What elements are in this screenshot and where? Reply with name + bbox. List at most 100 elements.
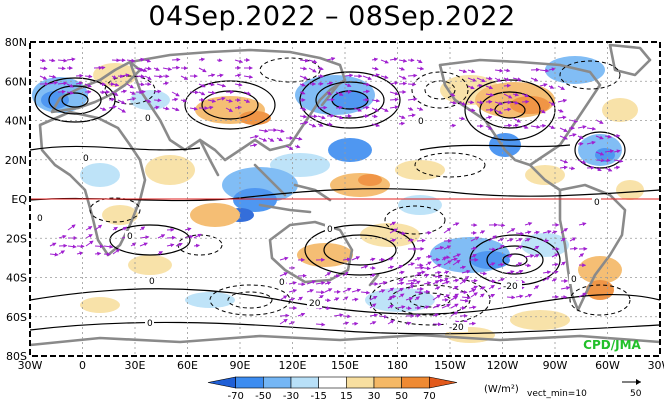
unit-label: (W/m²)	[484, 384, 519, 395]
wave-vector	[524, 254, 535, 258]
wave-vector	[84, 83, 92, 88]
wave-vector	[560, 237, 566, 242]
wave-vector	[542, 229, 552, 234]
wave-vector	[560, 227, 568, 234]
wave-vector	[344, 73, 354, 78]
wave-vector	[405, 321, 412, 326]
wave-vector	[369, 273, 376, 278]
wave-vector	[398, 278, 405, 282]
wave-vector	[398, 75, 407, 80]
wave-vector	[76, 251, 84, 256]
wave-vector	[416, 59, 423, 64]
wave-vector	[297, 312, 306, 317]
wave-vector	[299, 107, 307, 111]
wave-activity-vectors	[39, 56, 624, 327]
wave-vector	[378, 289, 386, 293]
contour-label: 0	[145, 114, 151, 124]
lat-label: 60N	[5, 75, 27, 88]
wave-vector	[324, 298, 332, 303]
wave-vector	[515, 245, 524, 250]
wave-vector	[542, 270, 552, 275]
wave-vector	[111, 75, 117, 79]
reference-vector-head	[636, 379, 641, 385]
wave-vector	[515, 262, 523, 266]
wave-vector	[108, 97, 116, 102]
wave-vector	[279, 313, 290, 318]
wave-vector	[524, 221, 533, 226]
wave-vector	[559, 159, 569, 164]
wave-vector	[371, 98, 381, 103]
wave-vector	[479, 286, 486, 291]
wave-vector	[515, 294, 524, 299]
lon-label: 150W	[434, 359, 466, 372]
wave-vector	[243, 91, 252, 96]
wave-vector	[162, 106, 170, 111]
wave-vector	[342, 271, 349, 277]
wave-vector	[371, 114, 378, 119]
wave-vector	[299, 66, 308, 71]
colorbar-tick-label: -15	[310, 391, 326, 401]
wave-vector	[551, 262, 559, 267]
wave-vector	[389, 221, 397, 226]
wave-vector	[548, 85, 555, 89]
wave-vector	[112, 226, 118, 231]
wave-vector	[557, 98, 568, 103]
wave-vector	[324, 281, 332, 286]
wave-vector	[48, 74, 57, 79]
wave-vector	[189, 106, 198, 111]
wave-vector	[479, 230, 486, 235]
wave-vector	[389, 81, 399, 85]
wave-vector	[407, 82, 417, 87]
wave-vector	[49, 242, 57, 247]
wave-vector	[279, 318, 288, 325]
wave-vector	[461, 295, 472, 300]
wave-vector	[425, 254, 433, 259]
wave-vector	[595, 167, 602, 172]
wave-vector	[387, 296, 394, 301]
wave-vector	[121, 226, 128, 231]
wave-vector	[441, 280, 450, 285]
wave-vector	[39, 66, 48, 71]
wave-vector	[416, 238, 426, 243]
wave-vector	[551, 278, 558, 283]
wave-vector	[184, 234, 194, 239]
lon-label: 0	[79, 359, 86, 372]
wave-vector	[342, 314, 352, 319]
wave-vector	[380, 59, 389, 64]
wave-vector	[99, 107, 107, 111]
colorbar-tick-label: 15	[340, 391, 353, 401]
colorbar-tick-label: 70	[423, 391, 436, 401]
wave-vector	[586, 140, 596, 145]
wave-vector	[48, 80, 59, 85]
wave-vector	[613, 149, 621, 154]
wave-vector	[117, 107, 126, 113]
wave-vector	[111, 91, 119, 96]
lat-label: 20N	[5, 154, 27, 167]
wave-vector	[407, 113, 416, 118]
wave-vector	[468, 305, 477, 310]
wave-vector	[117, 99, 126, 104]
wave-vector	[449, 123, 457, 128]
wave-vector	[485, 115, 493, 120]
wave-vector	[288, 297, 296, 302]
wave-vector	[138, 82, 145, 87]
wave-vector	[166, 243, 175, 248]
wave-vector	[249, 143, 258, 148]
colorbar-tick-label: -70	[227, 391, 243, 401]
wave-vector	[369, 257, 376, 262]
wave-vector	[207, 73, 216, 78]
wave-vector	[216, 96, 226, 101]
wave-vector	[315, 281, 326, 286]
wave-vector	[530, 124, 541, 129]
lon-label: 30W	[648, 359, 664, 372]
wave-vector	[58, 250, 66, 255]
wave-vector	[461, 269, 471, 274]
colorbar-tick-label: 30	[368, 391, 381, 401]
wave-vector	[458, 69, 468, 74]
contour-label: 0	[327, 225, 333, 235]
wave-vector	[548, 101, 556, 106]
wave-vector	[299, 90, 306, 95]
contour-label: -20	[503, 282, 518, 292]
contour-label: 0	[127, 232, 133, 242]
wave-vector	[533, 254, 540, 258]
